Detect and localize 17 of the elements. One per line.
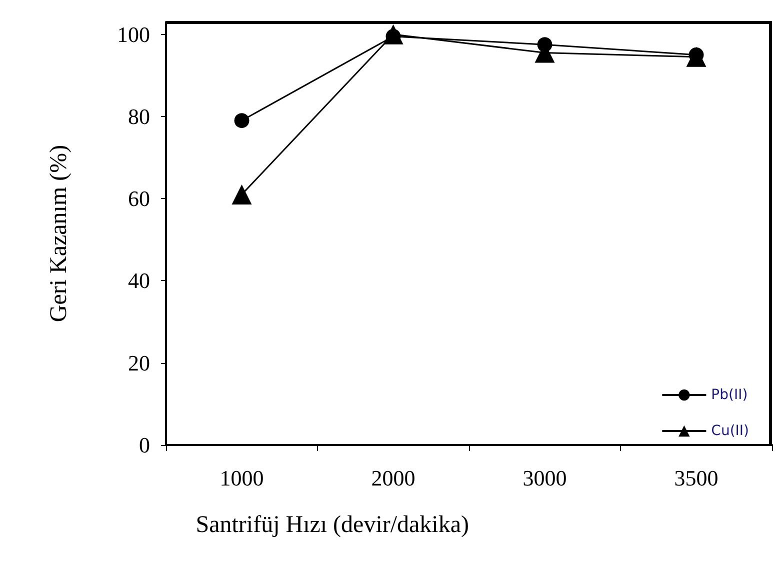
legend-label: Cu(II)	[711, 423, 750, 439]
y-tick-label: 80	[128, 104, 150, 129]
x-tick-label: 3500	[674, 466, 718, 490]
x-tick-label: 3000	[522, 466, 567, 490]
x-tick-label: 2000	[371, 466, 416, 490]
y-tick-label: 100	[117, 22, 150, 47]
point	[234, 113, 250, 128]
y-tick-label: 0	[139, 432, 150, 458]
x-tick-label: 1000	[220, 466, 264, 490]
legend-label: Pb(II)	[711, 387, 748, 403]
y-tick-label: 40	[128, 268, 150, 294]
y-axis-title: Geri Kazanım (%)	[46, 144, 72, 322]
y-tick-label: 60	[128, 186, 150, 212]
y-tick-label: 20	[128, 350, 150, 376]
point	[232, 184, 252, 204]
point	[537, 37, 552, 52]
x-axis-title: Santrifüj Hızı (devir/dakika)	[196, 512, 469, 538]
